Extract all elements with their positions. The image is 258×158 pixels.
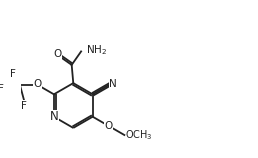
- Text: F: F: [10, 69, 16, 79]
- Text: O: O: [54, 49, 62, 59]
- Text: O: O: [34, 79, 42, 89]
- Text: N: N: [50, 110, 58, 123]
- Text: OCH$_3$: OCH$_3$: [125, 128, 153, 142]
- Text: F: F: [0, 84, 4, 94]
- Text: N: N: [109, 79, 117, 88]
- Text: NH$_2$: NH$_2$: [86, 44, 107, 57]
- Text: F: F: [21, 101, 27, 111]
- Text: O: O: [104, 121, 113, 131]
